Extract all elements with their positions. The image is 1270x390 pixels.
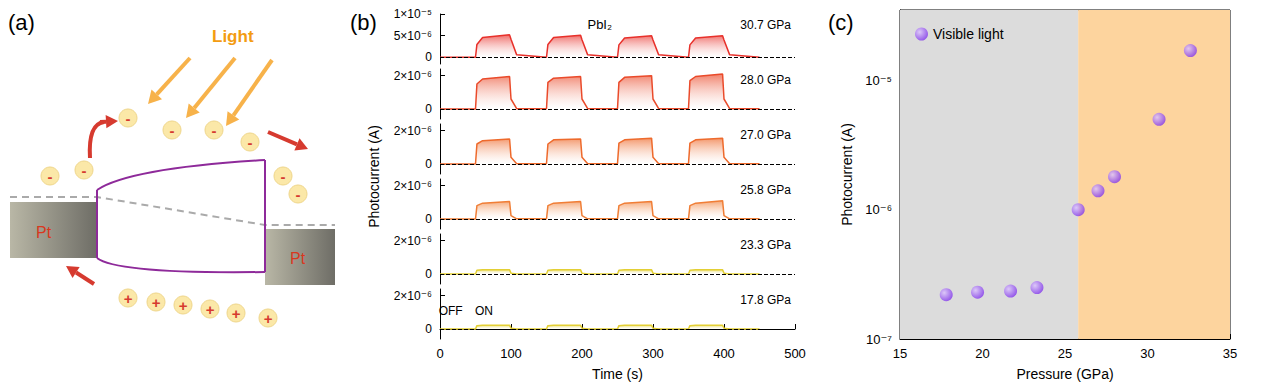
svg-text:-: - — [248, 134, 253, 151]
svg-text:-: - — [170, 122, 175, 139]
svg-text:1×10⁻⁵: 1×10⁻⁵ — [394, 7, 432, 21]
svg-text:0: 0 — [425, 322, 432, 336]
svg-text:(a): (a) — [8, 10, 35, 35]
svg-text:Light: Light — [212, 27, 254, 46]
svg-text:0: 0 — [425, 157, 432, 171]
svg-text:-: - — [296, 186, 301, 203]
svg-text:15: 15 — [893, 346, 907, 361]
svg-text:100: 100 — [500, 346, 522, 361]
svg-text:OFF: OFF — [439, 304, 463, 318]
svg-text:+: + — [152, 294, 161, 311]
svg-text:10⁻⁶: 10⁻⁶ — [865, 202, 892, 217]
svg-text:30: 30 — [1140, 346, 1154, 361]
svg-text:Pt: Pt — [36, 224, 52, 241]
svg-text:Visible light: Visible light — [933, 26, 1004, 42]
svg-text:ON: ON — [475, 304, 493, 318]
svg-text:0: 0 — [425, 102, 432, 116]
svg-text:20: 20 — [975, 346, 989, 361]
svg-text:-: - — [48, 168, 53, 185]
svg-text:PbI₂: PbI₂ — [587, 17, 612, 32]
svg-text:Pt: Pt — [290, 250, 306, 267]
svg-text:+: + — [206, 301, 215, 318]
svg-text:2×10⁻⁶: 2×10⁻⁶ — [394, 179, 432, 193]
svg-text:400: 400 — [713, 346, 735, 361]
svg-text:0: 0 — [425, 50, 432, 64]
svg-text:2×10⁻⁶: 2×10⁻⁶ — [394, 124, 432, 138]
svg-text:Pressure (GPa): Pressure (GPa) — [1016, 366, 1113, 382]
svg-text:+: + — [264, 310, 273, 327]
svg-text:500: 500 — [784, 346, 806, 361]
svg-text:200: 200 — [571, 346, 593, 361]
svg-text:2×10⁻⁶: 2×10⁻⁶ — [394, 289, 432, 303]
svg-text:300: 300 — [642, 346, 664, 361]
svg-text:5×10⁻⁶: 5×10⁻⁶ — [394, 29, 432, 43]
svg-text:0: 0 — [425, 267, 432, 281]
svg-text:(b): (b) — [350, 10, 377, 35]
svg-text:+: + — [124, 290, 133, 307]
svg-text:-: - — [82, 162, 87, 179]
svg-text:30.7 GPa: 30.7 GPa — [740, 18, 791, 32]
svg-text:Photocurrent (A): Photocurrent (A) — [839, 123, 855, 226]
svg-text:(c): (c) — [828, 10, 854, 35]
svg-text:0: 0 — [436, 346, 443, 361]
svg-text:25.8 GPa: 25.8 GPa — [740, 183, 791, 197]
svg-text:+: + — [179, 297, 188, 314]
svg-text:+: + — [232, 305, 241, 322]
svg-text:28.0 GPa: 28.0 GPa — [740, 73, 791, 87]
svg-text:2×10⁻⁶: 2×10⁻⁶ — [394, 69, 432, 83]
svg-text:23.3 GPa: 23.3 GPa — [740, 238, 791, 252]
svg-text:-: - — [212, 122, 217, 139]
svg-text:-: - — [281, 168, 286, 185]
svg-text:17.8 GPa: 17.8 GPa — [740, 293, 791, 307]
svg-text:Photocurrent (A): Photocurrent (A) — [366, 125, 382, 228]
svg-text:10⁻⁵: 10⁻⁵ — [865, 73, 892, 88]
svg-text:35: 35 — [1223, 346, 1237, 361]
svg-text:-: - — [126, 110, 131, 127]
svg-text:Time (s): Time (s) — [592, 366, 643, 382]
svg-text:27.0 GPa: 27.0 GPa — [740, 128, 791, 142]
svg-text:0: 0 — [425, 212, 432, 226]
svg-text:2×10⁻⁶: 2×10⁻⁶ — [394, 234, 432, 248]
svg-text:10⁻⁷: 10⁻⁷ — [866, 332, 892, 347]
svg-text:25: 25 — [1058, 346, 1072, 361]
